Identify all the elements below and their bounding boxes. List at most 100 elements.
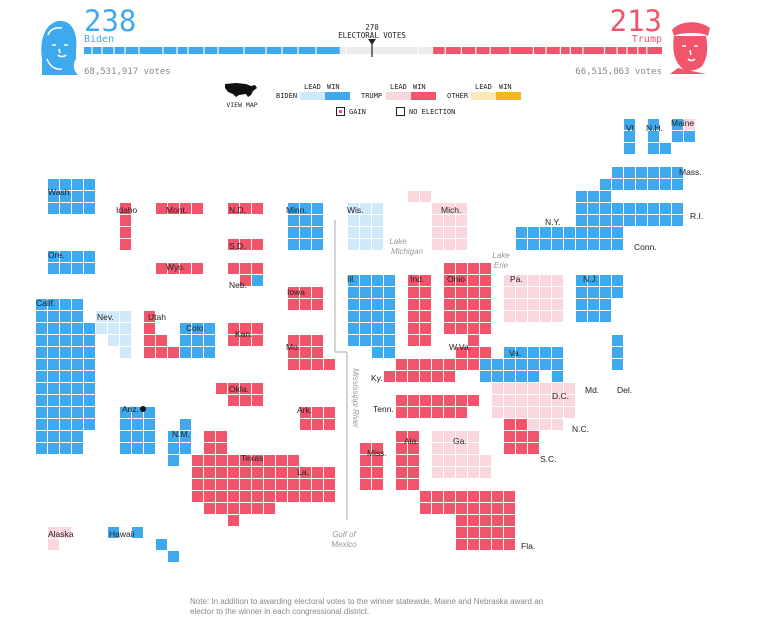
tile-wis — [360, 227, 371, 238]
tile-calif — [48, 311, 59, 322]
tile-calif — [36, 299, 47, 310]
tile-colo — [204, 323, 215, 334]
tile-pa — [540, 287, 551, 298]
tile-colo — [180, 335, 191, 346]
tile-mass — [624, 179, 635, 190]
tile-ohio — [468, 323, 479, 334]
tile-pa — [516, 299, 527, 310]
tile-ohio — [444, 275, 455, 286]
tile-calif — [36, 383, 47, 394]
tile-calif — [60, 419, 71, 430]
tile-ind — [408, 299, 419, 310]
tile-ga — [468, 455, 479, 466]
tile-calif — [84, 395, 95, 406]
tile-mich — [444, 215, 455, 226]
tile-texas — [288, 479, 299, 490]
tile-calif — [48, 383, 59, 394]
tile-texas — [228, 491, 239, 502]
tile-nm — [168, 455, 179, 466]
tile-texas — [204, 431, 215, 442]
tile-ill — [384, 347, 395, 358]
tile-ny — [588, 227, 599, 238]
tile-ny — [576, 203, 587, 214]
tile-pa — [516, 311, 527, 322]
tile-iowa — [300, 287, 311, 298]
tile-mich — [432, 227, 443, 238]
tile-tenn — [456, 407, 467, 418]
tile-nm — [168, 431, 179, 442]
tile-va — [528, 359, 539, 370]
tile-mont — [168, 203, 179, 214]
tile-ark — [312, 407, 323, 418]
tile-pa — [528, 275, 539, 286]
tile-ill — [348, 287, 359, 298]
tile-utah — [156, 347, 167, 358]
tile-fla — [468, 503, 479, 514]
state-label-ore: Ore. — [48, 250, 65, 260]
state-label-dc: D.C. — [552, 391, 569, 401]
tile-nj — [600, 299, 611, 310]
lake-michigan-label-2: Michigan — [391, 247, 424, 256]
tile-nm — [180, 443, 191, 454]
tile-ri — [672, 215, 683, 226]
tile-nj — [600, 311, 611, 322]
tile-fla — [480, 515, 491, 526]
tile-wva — [468, 359, 479, 370]
tile-neb-district — [252, 275, 263, 286]
tile-alaska — [48, 527, 59, 538]
tile-minn — [312, 239, 323, 250]
tile-fla — [432, 491, 443, 502]
state-label-minn: Minn. — [286, 205, 307, 215]
tile-calif — [36, 347, 47, 358]
tile-calif — [36, 359, 47, 370]
tile-fla — [480, 491, 491, 502]
tile-texas — [216, 455, 227, 466]
legend-win-header-1: WIN — [327, 83, 340, 91]
tile-ohio — [468, 275, 479, 286]
tile-ny — [528, 227, 539, 238]
tile-ny — [516, 239, 527, 250]
tile-texas — [252, 503, 263, 514]
tile-okla — [252, 395, 263, 406]
tile-ariz — [132, 419, 143, 430]
tile-mich — [444, 203, 455, 214]
tile-calif — [36, 311, 47, 322]
tile-wash — [48, 179, 59, 190]
tile-calif — [84, 323, 95, 334]
tile-nc — [492, 407, 503, 418]
tile-pa — [504, 311, 515, 322]
tile-del — [612, 359, 623, 370]
tile-neb — [252, 263, 263, 274]
view-map-button[interactable]: VIEW MAP — [222, 82, 262, 110]
arizona-gain-dot — [140, 406, 146, 412]
footnote-line-2: elector to the winner in each congressio… — [190, 607, 370, 616]
tile-calif — [84, 419, 95, 430]
tile-miss — [360, 455, 371, 466]
tile-md — [552, 347, 563, 358]
tile-conn — [636, 203, 647, 214]
no-election-swatch — [396, 107, 405, 116]
tile-nj — [600, 275, 611, 286]
state-label-kan: Kan. — [235, 329, 253, 339]
tile-texas — [264, 455, 275, 466]
tile-wash — [72, 203, 83, 214]
tile-ny — [600, 203, 611, 214]
tile-fla — [444, 503, 455, 514]
tile-colo — [180, 347, 191, 358]
tile-ill — [372, 311, 383, 322]
tile-ny — [612, 203, 623, 214]
tile-wash — [48, 191, 59, 202]
tile-ore — [84, 263, 95, 274]
state-label-sc: S.C. — [540, 454, 557, 464]
tile-hawaii — [132, 527, 143, 538]
state-label-hawaii: Hawaii — [109, 529, 135, 539]
tile-ill — [348, 323, 359, 334]
tile-ariz — [144, 443, 155, 454]
tile-ga — [444, 467, 455, 478]
tile-mo — [312, 359, 323, 370]
tile-ala — [408, 479, 419, 490]
tile-va — [480, 359, 491, 370]
tile-ny — [660, 203, 671, 214]
tile-wash — [48, 203, 59, 214]
tile-ohio — [468, 287, 479, 298]
